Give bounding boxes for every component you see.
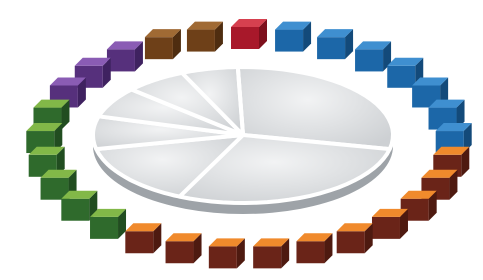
block	[296, 233, 332, 263]
block-front	[145, 37, 173, 59]
block	[209, 238, 245, 268]
block-front	[61, 199, 89, 221]
block-front	[253, 246, 281, 268]
block	[90, 209, 126, 239]
pie-slices	[93, 67, 393, 203]
block-front	[317, 37, 345, 59]
block	[166, 233, 202, 263]
block	[372, 209, 408, 239]
block	[275, 22, 311, 52]
block-front	[231, 27, 259, 49]
block-front	[372, 217, 400, 239]
block	[355, 41, 391, 71]
block-front	[337, 231, 365, 253]
block-front	[296, 241, 324, 263]
block	[107, 41, 143, 71]
block-front	[125, 231, 153, 253]
block-front	[355, 49, 383, 71]
block	[125, 223, 161, 253]
block-front	[107, 49, 135, 71]
block-front	[275, 30, 303, 52]
block	[317, 29, 353, 59]
block	[337, 223, 373, 253]
block	[145, 29, 181, 59]
illustration	[0, 0, 483, 280]
block-front	[387, 66, 415, 88]
pie-illustration	[93, 67, 393, 214]
block	[253, 238, 289, 268]
block-front	[90, 217, 118, 239]
block-front	[187, 30, 215, 52]
block-front	[166, 241, 194, 263]
block	[231, 19, 267, 49]
block-front	[209, 246, 237, 268]
block	[187, 22, 223, 52]
